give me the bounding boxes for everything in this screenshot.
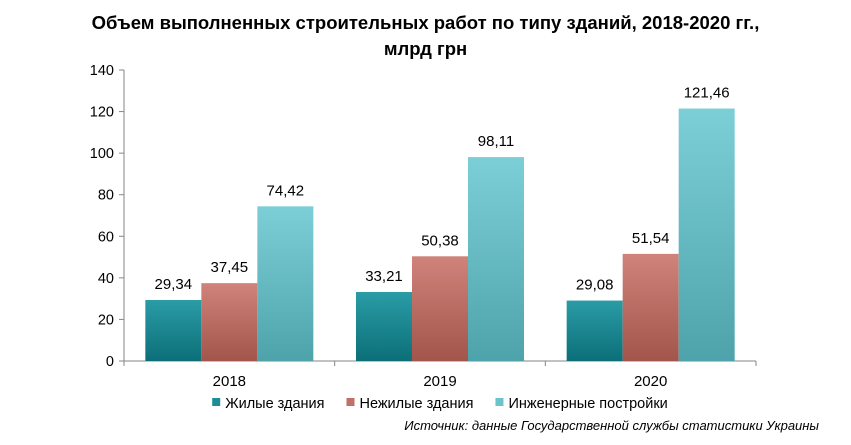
bar <box>468 157 524 361</box>
y-tick-label: 0 <box>106 354 114 370</box>
legend-label: Жилые здания <box>225 396 324 412</box>
data-label: 98,11 <box>478 133 514 150</box>
data-label: 29,08 <box>576 277 614 294</box>
y-tick-label: 80 <box>98 188 114 204</box>
bar <box>622 253 679 361</box>
x-tick-label: 2020 <box>634 373 667 390</box>
chart-title-line-1: Объем выполненных строительных работ по … <box>91 12 760 33</box>
data-label: 121,46 <box>684 85 730 102</box>
bar <box>145 300 202 361</box>
legend-swatch <box>212 398 221 406</box>
source-note: Источник: данные Государственной службы … <box>404 418 819 433</box>
y-tick-label: 20 <box>98 312 114 328</box>
y-tick-label: 140 <box>90 63 114 79</box>
y-tick-label: 100 <box>90 146 114 162</box>
chart-title: Объем выполненных строительных работ по … <box>0 10 851 62</box>
y-tick-label: 40 <box>98 271 114 287</box>
bars: 29,34 37,45 74,42 33,21 50,38 98,11 29,08 51,54… <box>145 85 735 361</box>
chart-title-line-2: млрд грн <box>383 38 468 59</box>
x-tick-label: 2019 <box>423 373 456 390</box>
legend: Жилые здания Нежилые здания Инженерные пос… <box>212 396 668 412</box>
bar <box>678 108 735 361</box>
bar <box>412 256 468 361</box>
y-tick-label: 60 <box>98 229 114 245</box>
data-label: 37,45 <box>211 259 249 276</box>
data-label: 29,34 <box>155 276 193 293</box>
legend-label: Нежилые здания <box>359 396 473 412</box>
y-tick-label: 120 <box>90 105 114 121</box>
bar <box>356 291 412 361</box>
x-tick-label: 2018 <box>213 373 246 390</box>
bar <box>201 283 258 361</box>
data-label: 74,42 <box>267 182 305 199</box>
data-label: 33,21 <box>365 268 403 285</box>
bar <box>257 206 314 361</box>
legend-swatch <box>495 398 504 406</box>
data-label: 50,38 <box>421 232 459 249</box>
legend-swatch <box>346 398 355 406</box>
data-label: 51,54 <box>632 230 670 247</box>
bar <box>566 300 623 361</box>
legend-label: Инженерные постройки <box>508 396 667 412</box>
